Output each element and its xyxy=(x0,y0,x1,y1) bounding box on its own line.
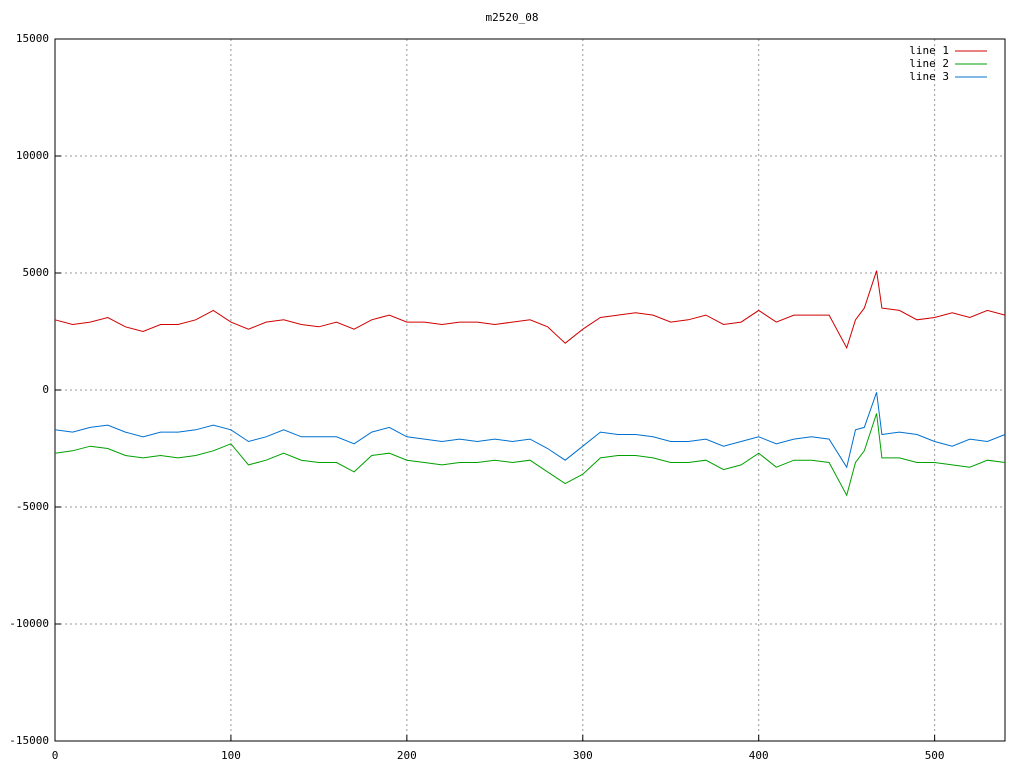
chart-title: m2520_08 xyxy=(486,11,539,24)
y-tick-label: -10000 xyxy=(9,617,49,630)
series-line xyxy=(54,413,1006,497)
x-tick-label: 200 xyxy=(397,749,417,762)
x-tick-label: 100 xyxy=(221,749,241,762)
x-tick-label: 500 xyxy=(925,749,945,762)
x-tick-label: 300 xyxy=(573,749,593,762)
plot-frame xyxy=(54,38,1006,742)
y-tick-label: 10000 xyxy=(16,149,49,162)
y-tick-label: 15000 xyxy=(16,32,49,45)
legend-label: line 2 xyxy=(909,57,949,70)
series-line xyxy=(54,392,1006,469)
y-tick-label: 0 xyxy=(42,383,49,396)
legend-label: line 3 xyxy=(909,70,949,83)
legend-label: line 1 xyxy=(909,44,949,57)
series-line xyxy=(54,270,1006,350)
y-tick-label: -5000 xyxy=(16,500,49,513)
y-tick-label: 5000 xyxy=(23,266,50,279)
y-tick-label: -15000 xyxy=(9,734,49,747)
x-tick-label: 400 xyxy=(749,749,769,762)
x-tick-label: 0 xyxy=(52,749,59,762)
